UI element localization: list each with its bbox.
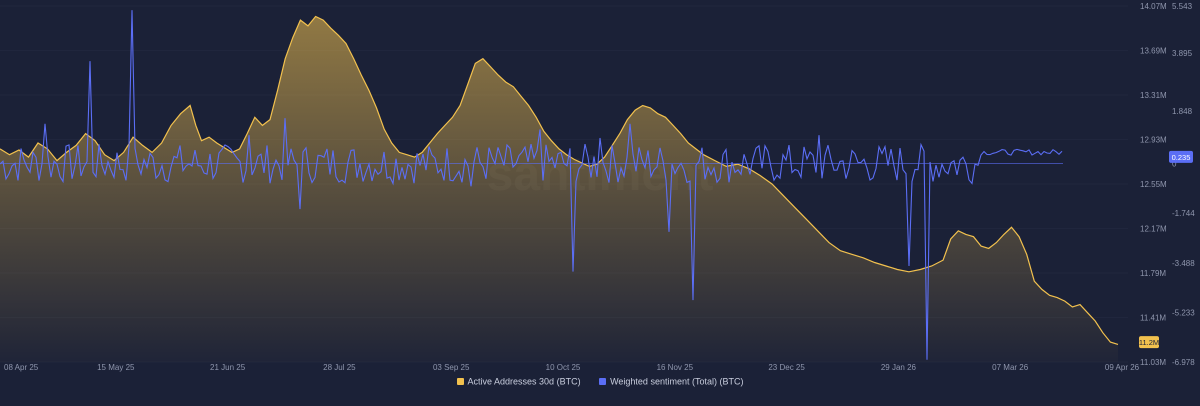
active-addresses-area xyxy=(0,16,1118,362)
x-tick: 16 Nov 25 xyxy=(657,363,694,372)
legend-item-sentiment[interactable]: Weighted sentiment (Total) (BTC) xyxy=(599,376,743,387)
y-active-tick: 13.69M xyxy=(1140,47,1167,56)
x-tick: 10 Oct 25 xyxy=(546,363,581,372)
y-active-tick: 14.07M xyxy=(1140,2,1167,11)
y-sentiment-tick: -3.488 xyxy=(1172,259,1195,268)
chart-canvas: santiment 14.07M13.69M13.31M12.93M12.55M… xyxy=(0,2,1195,372)
chart-legend: Active Addresses 30d (BTC) Weighted sent… xyxy=(0,376,1200,387)
y-active-tick: 12.17M xyxy=(1140,225,1167,234)
y-active-tick: 11.03M xyxy=(1140,358,1166,367)
legend-label-active: Active Addresses 30d (BTC) xyxy=(467,376,581,387)
sentiment-last-value-badge xyxy=(1169,150,1193,163)
x-tick: 28 Jul 25 xyxy=(323,363,356,372)
weighted-sentiment-line xyxy=(0,10,1063,360)
y-sentiment-tick: 3.895 xyxy=(1172,49,1193,58)
y-sentiment-tick: 1.848 xyxy=(1172,107,1193,116)
y-sentiment-tick: -6.978 xyxy=(1172,358,1195,367)
x-tick: 29 Jan 26 xyxy=(881,363,917,372)
y-active-tick: 11.79M xyxy=(1140,269,1166,278)
x-tick: 23 Dec 25 xyxy=(768,363,805,372)
y-sentiment-tick: 5.543 xyxy=(1172,2,1193,11)
y-active-tick: 12.55M xyxy=(1140,180,1167,189)
x-tick: 07 Mar 26 xyxy=(992,363,1029,372)
legend-swatch-sentiment xyxy=(599,378,607,386)
active-addresses-line xyxy=(0,15,1119,345)
legend-item-active[interactable]: Active Addresses 30d (BTC) xyxy=(456,376,581,387)
y-active-tick: 13.31M xyxy=(1140,91,1167,100)
x-tick: 09 Apr 26 xyxy=(1105,363,1140,372)
active-last-value: 11.2M xyxy=(1139,338,1159,347)
x-tick: 08 Apr 25 xyxy=(4,363,39,372)
y-sentiment-tick: 0 xyxy=(1172,160,1177,169)
legend-swatch-active xyxy=(456,378,464,386)
y-active-tick: 11.41M xyxy=(1140,314,1166,323)
x-tick: 03 Sep 25 xyxy=(433,363,470,372)
y-sentiment-tick: -5.233 xyxy=(1172,308,1195,317)
legend-label-sentiment: Weighted sentiment (Total) (BTC) xyxy=(610,376,744,387)
active-last-value-badge xyxy=(1139,336,1159,349)
x-tick: 15 May 25 xyxy=(97,363,135,372)
sentiment-last-value: 0.235 xyxy=(1172,153,1191,162)
x-tick: 21 Jun 25 xyxy=(210,363,246,372)
y-active-tick: 12.93M xyxy=(1140,136,1167,145)
y-sentiment-tick: -1.744 xyxy=(1172,209,1195,218)
